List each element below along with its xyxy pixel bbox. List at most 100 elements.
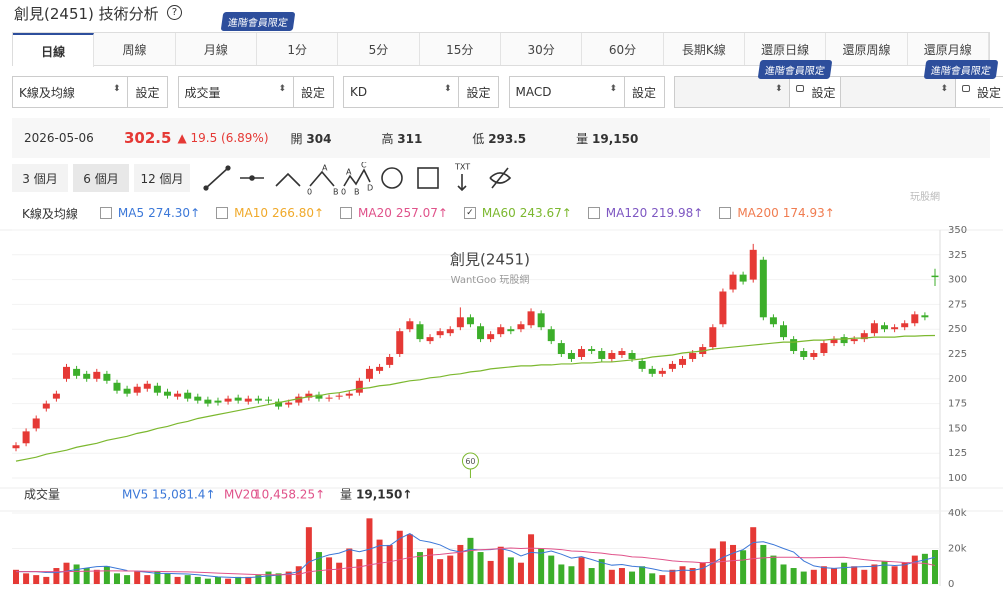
legend-value: 174.93↑ (782, 206, 835, 220)
candle-body (93, 371, 101, 379)
tool-line[interactable] (205, 167, 229, 189)
candle-body (800, 351, 808, 357)
tab[interactable]: 長期K線 (663, 33, 745, 65)
setting-button[interactable]: 設定 (954, 76, 1003, 108)
legend-name: MA200 (737, 206, 779, 220)
volume-bar (598, 559, 605, 584)
volume-bar (709, 548, 716, 584)
setting-button[interactable]: 設定 (623, 76, 665, 108)
tab[interactable]: 還原日線 (744, 33, 827, 65)
volume-bar (295, 566, 302, 584)
volume-bar (780, 564, 787, 584)
period-button[interactable]: 3 個月 (12, 164, 68, 192)
volume-bar (144, 575, 151, 584)
select[interactable]: 成交量 (177, 76, 294, 108)
legend-value: 243.67↑ (519, 206, 572, 220)
legend-item[interactable]: MA10 266.80↑ (216, 206, 324, 220)
lock-icon (796, 85, 804, 92)
candle-body (578, 349, 586, 357)
volume-bar (528, 534, 535, 584)
legend-item[interactable]: MA5 274.30↑ (99, 206, 201, 220)
candle-body (628, 353, 636, 359)
tool-hide[interactable] (489, 167, 512, 189)
tool-label: TXT (454, 163, 470, 172)
volume-bar (901, 562, 908, 584)
tool-rect[interactable] (417, 167, 439, 189)
tool-label: A (322, 164, 328, 173)
tab[interactable]: 還原周線 (826, 33, 908, 65)
legend-item[interactable]: MA20 257.07↑ (340, 206, 448, 220)
chart-subtitle: WantGoo 玩股網 (451, 273, 530, 286)
marker-label: 60 (465, 457, 475, 466)
candle-body (618, 351, 626, 355)
tab[interactable]: 60分 (582, 33, 664, 65)
badge: 進階會員限定 (220, 12, 296, 31)
candle-body (143, 383, 151, 389)
volume-bar (113, 573, 120, 584)
select-arrow: ⬍ (940, 84, 949, 94)
setting-button[interactable]: 設定 (458, 76, 499, 108)
tab[interactable]: 1分 (256, 33, 339, 65)
tab[interactable]: 30分 (500, 33, 583, 65)
setting-button[interactable]: 設定 (789, 76, 846, 108)
candle-body (83, 373, 91, 379)
candle-body (668, 363, 676, 369)
select[interactable] (674, 76, 790, 108)
candle-body (406, 321, 414, 330)
panel-label: K線及均線 (22, 206, 78, 221)
candle-body (769, 317, 777, 325)
candle-body (52, 393, 60, 399)
tab[interactable]: 周線 (94, 33, 176, 65)
volume-bar (871, 564, 878, 584)
tab[interactable]: 5分 (338, 33, 420, 65)
candle-body (12, 445, 20, 449)
volume-bar (315, 552, 322, 584)
volume-bar (831, 568, 838, 584)
setting-button[interactable]: 設定 (292, 76, 334, 108)
volume-bar (124, 575, 131, 584)
y-tick-label: 150 (948, 423, 967, 434)
volume-bar (174, 576, 181, 584)
tool-abcd[interactable] (343, 168, 371, 187)
tab[interactable]: 15分 (419, 33, 501, 65)
legend-item[interactable]: MA120 219.98↑ (587, 206, 703, 220)
chart-title: 創見(2451) (450, 251, 530, 269)
tool-label: 0 (307, 188, 312, 197)
date: 2026-05-06 (24, 131, 94, 145)
candle-body (527, 311, 535, 326)
candle-body (759, 259, 767, 318)
volume-bar (790, 568, 797, 584)
value: 304 (306, 131, 332, 146)
help-icon[interactable]: ? (167, 5, 182, 20)
select[interactable]: K線及均線 (12, 76, 128, 108)
legend-item[interactable]: ✓ MA60 243.67↑ (463, 206, 572, 220)
select[interactable]: KD (343, 76, 459, 108)
volume-bar (810, 569, 817, 584)
candle-body (537, 313, 545, 328)
candle-body (204, 399, 212, 404)
period-button[interactable]: 12 個月 (134, 164, 190, 192)
legend-value: 274.30↑ (148, 206, 201, 220)
volume-bar (184, 575, 191, 584)
period-button[interactable]: 6 個月 (73, 164, 129, 192)
candle-body (881, 325, 889, 330)
tab[interactable]: 日線 (13, 33, 95, 67)
tool-circle[interactable] (381, 167, 403, 189)
candle-body (790, 339, 798, 352)
volume-bar (851, 566, 858, 584)
candle-body (325, 397, 333, 399)
select[interactable]: MACD (508, 76, 625, 108)
volume-bar (881, 560, 888, 584)
tab[interactable]: 還原月線 (907, 33, 989, 65)
tool-abc[interactable] (309, 170, 335, 187)
candle-body (810, 353, 818, 357)
legend-name: MV20 (224, 488, 258, 502)
volume-bar (416, 552, 423, 584)
tab[interactable]: 月線 (175, 33, 257, 65)
candle-body (729, 274, 737, 290)
legend-item[interactable]: MA200 174.93↑ (719, 206, 835, 220)
setting-button[interactable]: 設定 (127, 76, 168, 108)
chart: 100 125 150 175 200 225 250 275 300 325 350 創見(2451… (0, 225, 1003, 590)
tool-wedge[interactable] (275, 172, 301, 187)
select[interactable] (839, 76, 956, 108)
